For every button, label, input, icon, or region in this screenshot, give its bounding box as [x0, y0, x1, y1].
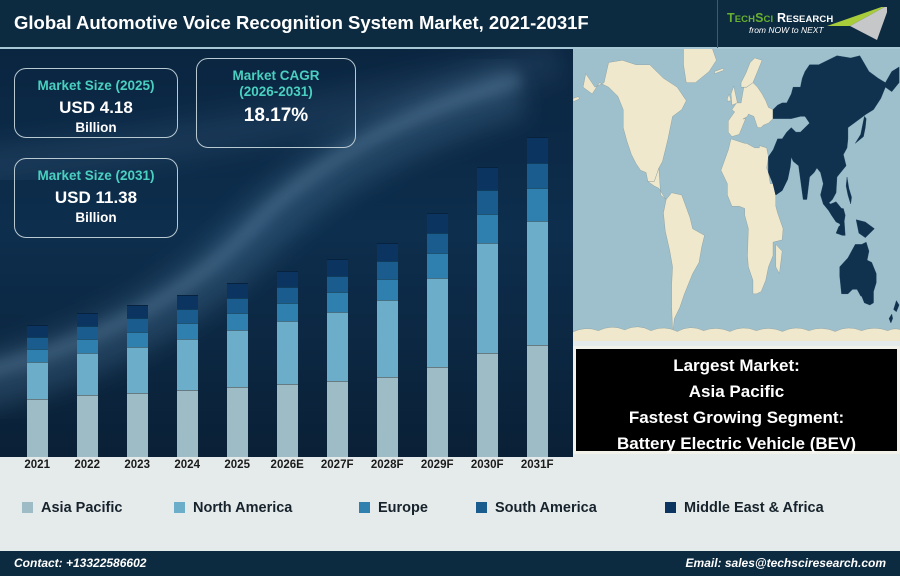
svg-text:RESEARCH: RESEARCH — [777, 11, 833, 25]
svg-text:TECHSCI: TECHSCI — [727, 11, 773, 25]
svg-text:from NOW to NEXT: from NOW to NEXT — [749, 25, 824, 35]
